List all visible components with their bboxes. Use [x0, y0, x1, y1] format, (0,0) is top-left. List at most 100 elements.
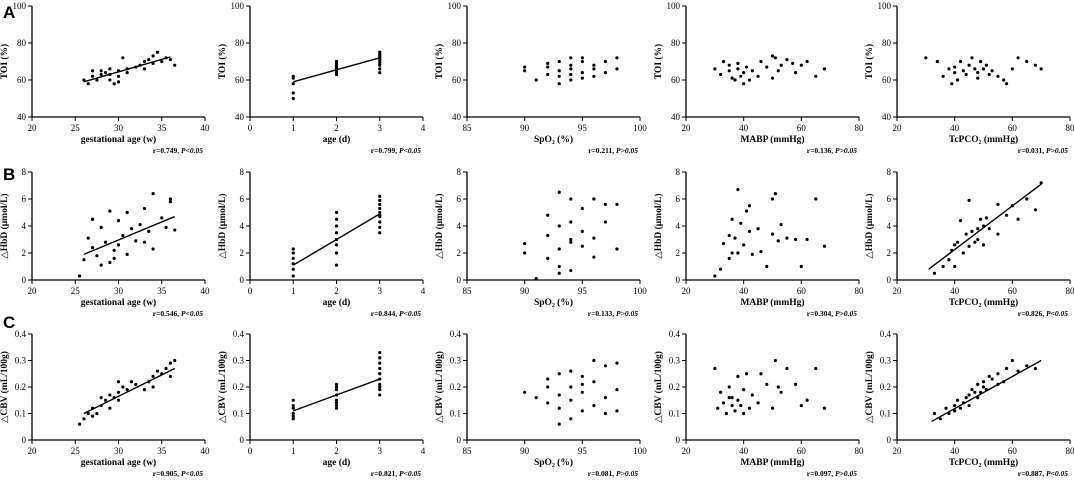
data-point — [727, 69, 731, 73]
data-point — [785, 236, 789, 240]
stat-r: r=0.844, — [371, 309, 399, 318]
data-point — [82, 417, 86, 421]
data-point — [1016, 217, 1020, 221]
data-point — [580, 390, 584, 394]
x-tick-label: 3 — [378, 446, 383, 456]
x-tick-label: 2 — [334, 286, 339, 296]
x-tick-label: 20 — [682, 123, 692, 133]
data-point — [1025, 59, 1029, 64]
stats-annotation: r=0.905, P<0.05 — [153, 469, 203, 478]
data-point — [779, 63, 783, 67]
regression-line — [83, 215, 175, 255]
y-tick-label: 6 — [887, 194, 892, 204]
data-point — [730, 396, 734, 400]
data-point — [557, 422, 561, 426]
data-point — [108, 209, 112, 213]
data-point — [976, 382, 980, 386]
data-point — [592, 63, 596, 67]
stat-r: r=0.799, — [371, 146, 399, 155]
x-tick-label: 40 — [739, 123, 749, 133]
stats-annotation: r=0.546, P<0.05 — [153, 309, 203, 318]
y-tick-label: 8 — [457, 167, 462, 177]
data-point — [151, 61, 155, 65]
y-tick-label: 6 — [457, 194, 462, 204]
data-point — [603, 396, 608, 400]
y-tick-label: 60 — [452, 75, 462, 85]
data-point — [765, 382, 769, 386]
x-tick-label: 2 — [334, 123, 339, 133]
data-point — [979, 59, 983, 64]
data-point — [580, 206, 584, 211]
data-point — [160, 59, 164, 64]
data-point — [125, 388, 129, 392]
data-point — [569, 369, 573, 373]
data-point — [958, 59, 963, 64]
data-point — [291, 417, 295, 421]
x-tick-label: 3 — [378, 286, 383, 296]
x-tick-label: 60 — [1008, 123, 1018, 133]
stat-r: r=0.887, — [1018, 469, 1046, 478]
data-point — [142, 388, 147, 392]
data-point — [90, 406, 95, 410]
data-point — [378, 231, 382, 235]
data-point — [334, 393, 339, 397]
x-tick-label: 80 — [855, 123, 865, 133]
data-point — [733, 236, 737, 240]
subplot-b4: 0 2 4 6 8 20 40 60 80 MABP (mmHg) △HbD (μmol/L) r=0… — [653, 167, 864, 318]
data-point — [736, 251, 740, 255]
data-point — [378, 67, 382, 71]
data-point — [557, 271, 561, 275]
stat-p: P<0.05 — [1046, 469, 1068, 478]
data-point — [973, 390, 977, 394]
data-point — [970, 56, 974, 60]
data-point — [334, 382, 339, 386]
x-axis-title: MABP (mmHg) — [740, 297, 804, 308]
data-point — [151, 192, 155, 196]
data-point — [569, 78, 573, 82]
data-point — [378, 206, 382, 211]
data-point — [378, 194, 382, 198]
data-point — [981, 380, 986, 384]
data-point — [557, 393, 561, 397]
data-point — [935, 59, 939, 64]
panel-label-c: C — [3, 313, 15, 332]
data-point — [546, 256, 550, 260]
data-point — [121, 385, 125, 389]
y-axis-title: △CBV (mL/100g) — [653, 351, 664, 423]
data-point — [987, 227, 991, 231]
x-tick-label: 4 — [421, 286, 426, 296]
stat-p: P>0.05 — [835, 146, 857, 155]
data-point — [557, 224, 561, 228]
data-point — [984, 388, 988, 392]
data-point — [142, 59, 147, 64]
data-point — [799, 264, 803, 269]
y-tick-label: 0.1 — [450, 409, 461, 419]
stat-r: r=0.133, — [588, 309, 616, 318]
y-tick-label: 40 — [17, 112, 27, 122]
y-tick-label: 0.4 — [669, 329, 681, 339]
data-point — [569, 67, 573, 71]
y-tick-label: 4 — [457, 221, 462, 231]
stat-p: P<0.05 — [1046, 309, 1068, 318]
data-point — [546, 233, 550, 238]
data-point — [941, 74, 945, 78]
y-tick-label: 2 — [887, 248, 892, 258]
data-point — [822, 406, 827, 410]
data-point — [108, 78, 112, 82]
data-point — [981, 243, 986, 247]
stats-annotation: r=0.097, P>0.05 — [807, 469, 857, 478]
data-point — [615, 361, 619, 365]
data-point — [759, 372, 763, 376]
data-point — [814, 74, 818, 78]
y-tick-label: 8 — [240, 167, 245, 177]
data-point — [615, 202, 619, 206]
y-axis-title: TOI (%) — [864, 44, 875, 79]
data-point — [776, 69, 780, 73]
data-point — [546, 401, 550, 405]
data-point — [770, 406, 775, 410]
x-tick-label: 4 — [421, 446, 426, 456]
data-point — [129, 380, 134, 384]
stat-p: P>0.05 — [835, 309, 857, 318]
x-axis-title: TcPCO₂ (mmHg) — [949, 134, 1018, 145]
data-point — [116, 390, 121, 394]
